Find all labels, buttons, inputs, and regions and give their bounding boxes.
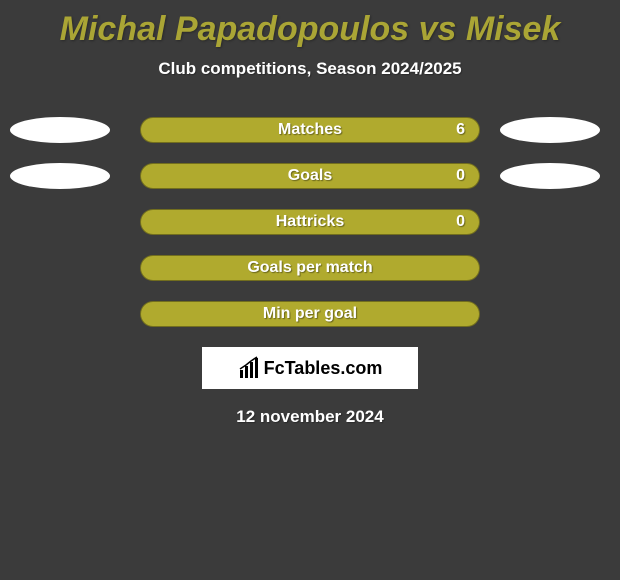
stat-row-matches: Matches 6 [0,117,620,143]
stat-bar: Goals 0 [140,163,480,189]
player-marker-left [10,117,110,143]
stat-bar: Hattricks 0 [140,209,480,235]
subtitle: Club competitions, Season 2024/2025 [0,59,620,79]
stat-row-goals-per-match: Goals per match [0,255,620,281]
player-marker-left [10,163,110,189]
stat-bar: Matches 6 [140,117,480,143]
stat-label: Min per goal [263,305,357,323]
stat-row-min-per-goal: Min per goal [0,301,620,327]
stat-rows: Matches 6 Goals 0 Hattricks 0 Goals per … [0,117,620,327]
stat-row-hattricks: Hattricks 0 [0,209,620,235]
stat-row-goals: Goals 0 [0,163,620,189]
stat-value: 0 [456,167,465,185]
stat-bar: Min per goal [140,301,480,327]
chart-icon [238,356,262,380]
stat-label: Matches [278,121,342,139]
player-marker-right [500,117,600,143]
stat-label: Goals per match [247,259,372,277]
stat-value: 0 [456,213,465,231]
page-title: Michal Papadopoulos vs Misek [0,0,620,49]
snapshot-date: 12 november 2024 [0,407,620,427]
source-logo: FcTables.com [202,347,418,389]
stat-label: Hattricks [276,213,344,231]
stat-bar: Goals per match [140,255,480,281]
comparison-infographic: Michal Papadopoulos vs Misek Club compet… [0,0,620,580]
logo-text: FcTables.com [264,358,383,379]
stat-value: 6 [456,121,465,139]
player-marker-right [500,163,600,189]
stat-label: Goals [288,167,332,185]
